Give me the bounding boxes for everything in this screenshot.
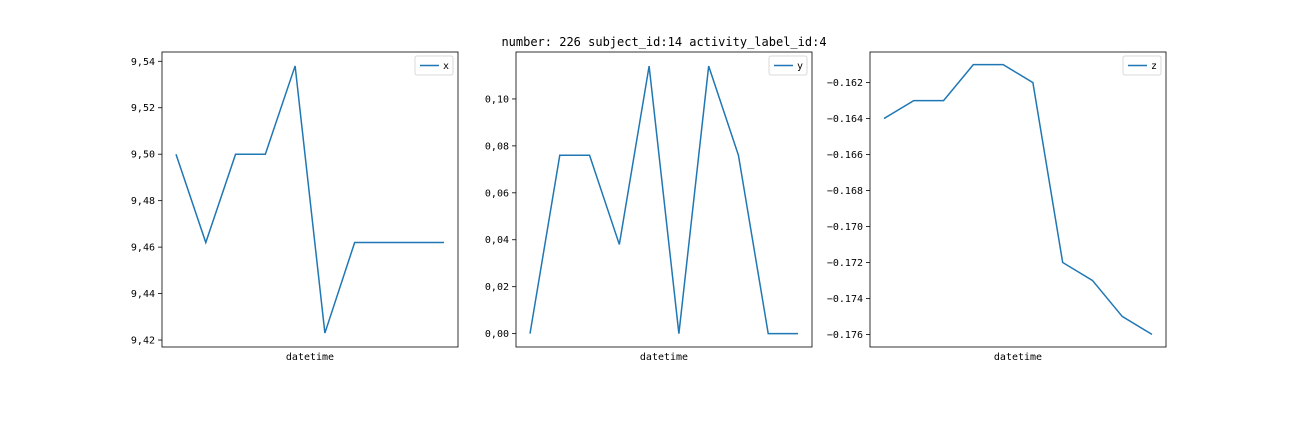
series-line-y: [529, 65, 798, 335]
subplot-y: 0,00 0,02 0,04 0,06 0,08 0,10 datetime y: [485, 51, 813, 363]
y-tick-label-2: 9,46: [131, 243, 155, 254]
axes-frame: [161, 51, 459, 348]
y-tick-label-4: −0.168: [827, 186, 863, 197]
series-line-z: [883, 63, 1153, 336]
legend: z: [1122, 55, 1162, 76]
y-tick-label-1: 0,02: [485, 282, 509, 293]
axes-frame: [515, 51, 813, 348]
y-tick-label-4: 9,50: [131, 150, 155, 161]
y-tick-label-2: 0,04: [485, 235, 509, 246]
y-tick-label-6: −0.164: [827, 114, 863, 125]
y-tick-label-5: 0,10: [485, 94, 509, 105]
legend-label-x: x: [443, 61, 449, 72]
legend-label-y: y: [797, 61, 803, 72]
y-tick-label-1: −0.174: [827, 294, 863, 305]
legend: x: [414, 55, 454, 76]
y-tick-label-5: 9,52: [131, 103, 155, 114]
y-tick-label-0: 9,42: [131, 336, 155, 347]
y-tick-label-3: 0,06: [485, 188, 509, 199]
y-tick-label-3: 9,48: [131, 196, 155, 207]
y-tick-label-1: 9,44: [131, 289, 155, 300]
y-tick-label-3: −0.170: [827, 222, 863, 233]
subplot-z: −0.176 −0.174 −0.172 −0.170 −0.168 −0.166 −0.1…: [827, 51, 1167, 363]
y-tick-label-4: 0,08: [485, 141, 509, 152]
series-line-x: [175, 65, 444, 334]
y-tick-label-0: −0.176: [827, 330, 863, 341]
x-axis-label: datetime: [994, 352, 1042, 363]
legend: y: [768, 55, 808, 76]
figure-title: number: 226 subject_id:14 activity_label…: [501, 35, 826, 49]
y-tick-label-7: −0.162: [827, 78, 863, 89]
y-tick-label-5: −0.166: [827, 150, 863, 161]
y-tick-label-0: 0,00: [485, 329, 509, 340]
x-axis-label: datetime: [640, 352, 688, 363]
y-tick-label-2: −0.172: [827, 258, 863, 269]
y-tick-label-6: 9,54: [131, 57, 155, 68]
legend-label-z: z: [1151, 61, 1157, 72]
subplot-x: 9,42 9,44 9,46 9,48 9,50 9,52 9,54 datetime x: [131, 51, 459, 363]
x-axis-label: datetime: [286, 352, 334, 363]
axes-frame: [869, 51, 1167, 348]
